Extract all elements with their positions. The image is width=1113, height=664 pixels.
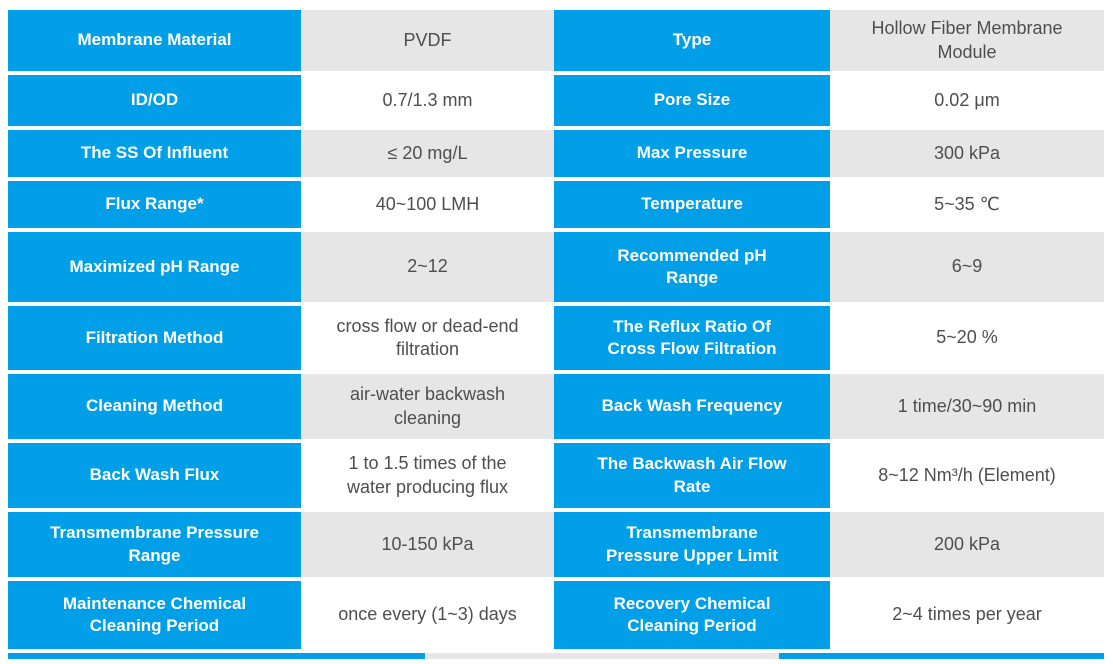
spec-value-cell: 10-150 kPa bbox=[301, 512, 554, 577]
spec-label-cell: The Reflux Ratio Of Cross Flow Filtratio… bbox=[554, 306, 830, 370]
membrane-specification-table: Membrane Material PVDF Type Hollow Fiber Me… bbox=[8, 10, 1104, 649]
spec-value-cell: 8~12 Nm³/h (Element) bbox=[830, 443, 1104, 508]
spec-label-cell: Max Pressure bbox=[554, 130, 830, 177]
spec-label-cell: The SS Of Influent bbox=[8, 130, 301, 177]
spec-label-cell: Maximized pH Range bbox=[8, 232, 301, 302]
spec-value-cell: Hollow Fiber Membrane Module bbox=[830, 10, 1104, 71]
spec-label-cell: Flux Range* bbox=[8, 181, 301, 228]
spec-label-cell: The Backwash Air Flow Rate bbox=[554, 443, 830, 508]
spec-label-cell: Recovery Chemical Cleaning Period bbox=[554, 581, 830, 649]
next-row-cutoff-label-cell-right bbox=[779, 653, 1104, 659]
spec-value-cell: 6~9 bbox=[830, 232, 1104, 302]
spec-label-cell: ID/OD bbox=[8, 75, 301, 126]
spec-value-cell: 1 time/30~90 min bbox=[830, 374, 1104, 439]
spec-label-cell: Type bbox=[554, 10, 830, 71]
spec-value-cell: ≤ 20 mg/L bbox=[301, 130, 554, 177]
spec-value-cell: 40~100 LMH bbox=[301, 181, 554, 228]
spec-label-cell: Pore Size bbox=[554, 75, 830, 126]
spec-value-cell: 1 to 1.5 times of the water producing fl… bbox=[301, 443, 554, 508]
spec-value-cell: PVDF bbox=[301, 10, 554, 71]
spec-label-cell: Cleaning Method bbox=[8, 374, 301, 439]
spec-label-cell: Membrane Material bbox=[8, 10, 301, 71]
spec-label-cell: Transmembrane Pressure Range bbox=[8, 512, 301, 577]
spec-label-cell: Back Wash Flux bbox=[8, 443, 301, 508]
spec-value-cell: 200 kPa bbox=[830, 512, 1104, 577]
next-row-cutoff-value-cell bbox=[425, 653, 779, 659]
spec-value-cell: cross flow or dead-end filtration bbox=[301, 306, 554, 370]
spec-label-cell: Maintenance Chemical Cleaning Period bbox=[8, 581, 301, 649]
spec-label-cell: Filtration Method bbox=[8, 306, 301, 370]
spec-label-cell: Back Wash Frequency bbox=[554, 374, 830, 439]
spec-value-cell: 2~4 times per year bbox=[830, 581, 1104, 649]
spec-value-cell: 0.7/1.3 mm bbox=[301, 75, 554, 126]
spec-label-cell: Transmembrane Pressure Upper Limit bbox=[554, 512, 830, 577]
spec-value-cell: 2~12 bbox=[301, 232, 554, 302]
next-row-cutoff-label-cell-left bbox=[8, 653, 425, 659]
spec-value-cell: once every (1~3) days bbox=[301, 581, 554, 649]
spec-label-cell: Recommended pH Range bbox=[554, 232, 830, 302]
spec-value-cell: 5~35 ℃ bbox=[830, 181, 1104, 228]
spec-label-cell: Temperature bbox=[554, 181, 830, 228]
spec-value-cell: air-water backwash cleaning bbox=[301, 374, 554, 439]
spec-value-cell: 300 kPa bbox=[830, 130, 1104, 177]
spec-value-cell: 0.02 μm bbox=[830, 75, 1104, 126]
spec-value-cell: 5~20 % bbox=[830, 306, 1104, 370]
